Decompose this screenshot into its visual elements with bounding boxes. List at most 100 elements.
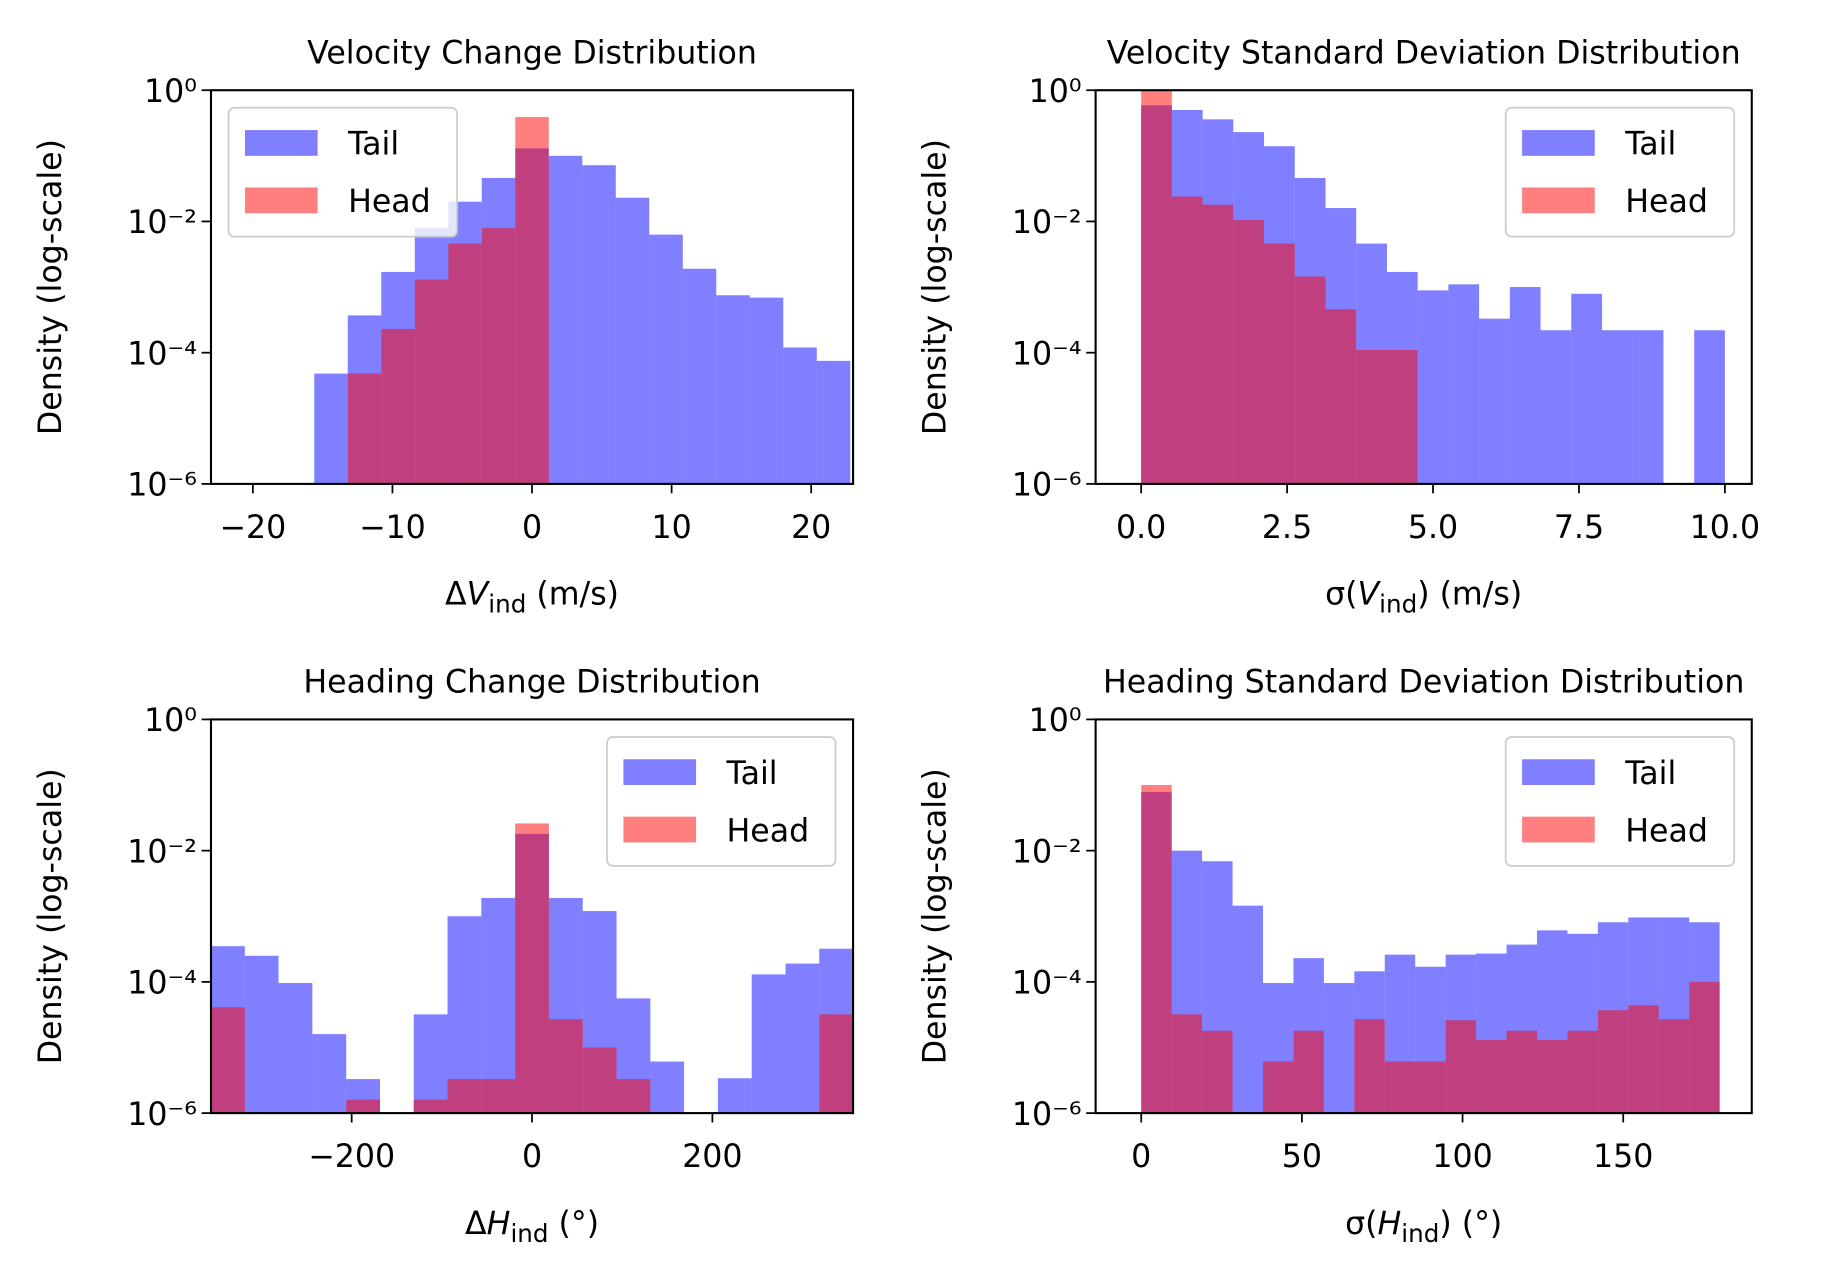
- bar: [1694, 330, 1725, 484]
- x-tick-label: 0: [1131, 1139, 1151, 1175]
- legend-label: Tail: [347, 127, 399, 163]
- y-tick-label: 10⁻⁶: [1012, 1097, 1082, 1133]
- bar: [1448, 284, 1480, 484]
- x-tick-label: 50: [1282, 1139, 1322, 1175]
- x-axis-label-part: ind: [1379, 589, 1417, 618]
- bar: [447, 1079, 482, 1114]
- bar: [650, 1061, 685, 1114]
- y-tick-label: 10⁻⁴: [127, 336, 197, 372]
- y-tick-label: 10⁰: [144, 74, 197, 110]
- bar: [616, 1079, 651, 1114]
- bar: [1506, 1030, 1537, 1114]
- bar: [751, 974, 786, 1114]
- legend-swatch: [623, 816, 697, 843]
- bar: [1171, 1014, 1203, 1114]
- bar: [1356, 349, 1387, 484]
- subplot: −20 −10 0 10 20 10⁻⁶ 10⁻⁴ 10⁻² 10⁰ Velocity Chang…: [33, 35, 855, 618]
- x-tick-label: 10: [651, 510, 691, 546]
- bar: [1567, 1030, 1598, 1114]
- x-axis-label-part: V: [1358, 577, 1382, 613]
- subplot: −200 0 200 10⁻⁶ 10⁻⁴ 10⁻² 10⁰ Heading Change Di…: [33, 664, 855, 1247]
- y-axis-label: Density (log-scale): [33, 768, 69, 1064]
- y-axis-label: Density (log-scale): [33, 139, 69, 435]
- legend-swatch: [1522, 816, 1595, 843]
- bar: [1354, 1019, 1385, 1114]
- x-axis-label-part: ) (°): [1439, 1206, 1502, 1242]
- x-tick-label: 0.0: [1116, 510, 1166, 546]
- bar: [244, 955, 279, 1114]
- subplot: 0.0 2.5 5.0 7.5 10.0 10⁻⁶ 10⁻⁴ 10⁻² 10⁰ Velocity …: [918, 35, 1760, 618]
- bar: [515, 823, 549, 1114]
- x-axis-label-part: Δ: [465, 1206, 487, 1242]
- x-axis-label-part: ind: [1401, 1218, 1439, 1247]
- legend-label: Tail: [1624, 127, 1676, 163]
- bar: [1571, 293, 1603, 484]
- bar: [819, 1014, 854, 1114]
- bar: [682, 268, 717, 484]
- bar: [1202, 204, 1234, 484]
- x-tick-label: 0: [522, 510, 542, 546]
- bar: [448, 243, 482, 484]
- bar: [314, 373, 348, 484]
- subplot-title: Velocity Standard Deviation Distribution: [1107, 35, 1741, 71]
- legend-label: Head: [1625, 184, 1708, 220]
- bar: [717, 1078, 752, 1114]
- y-tick-label: 10⁻²: [127, 834, 197, 870]
- y-tick-label: 10⁻⁴: [1012, 966, 1082, 1002]
- bar: [1233, 220, 1265, 484]
- bar: [582, 165, 616, 484]
- legend-label: Head: [1625, 813, 1708, 849]
- bar: [346, 1099, 380, 1114]
- x-axis-label-part: σ(: [1325, 577, 1357, 613]
- y-tick-label: 10⁻⁶: [127, 468, 197, 504]
- legend-label: Head: [348, 184, 431, 220]
- x-axis-label: σ(Hind) (°): [1345, 1206, 1502, 1248]
- legend-label: Tail: [1624, 756, 1676, 792]
- bar: [816, 360, 851, 484]
- bar: [1479, 318, 1510, 484]
- bar: [649, 234, 683, 484]
- bar: [1689, 981, 1720, 1114]
- bar: [548, 1019, 583, 1114]
- bar: [1632, 330, 1664, 484]
- bar: [1294, 276, 1326, 484]
- legend-swatch: [1522, 130, 1595, 156]
- bar: [1658, 1019, 1690, 1114]
- legend-swatch: [244, 187, 318, 214]
- x-tick-label: −20: [219, 510, 286, 546]
- x-axis-label-part: ind: [510, 1218, 548, 1247]
- bar: [783, 347, 817, 484]
- bar: [1202, 1030, 1233, 1114]
- bar: [1263, 1061, 1294, 1114]
- legend: Tail Head: [227, 106, 458, 238]
- x-axis-label-part: ind: [488, 589, 526, 618]
- bar: [1171, 196, 1203, 484]
- bar: [347, 373, 382, 484]
- bar: [515, 117, 549, 484]
- x-tick-label: −200: [308, 1139, 395, 1175]
- bar: [1264, 243, 1295, 484]
- x-tick-label: 200: [682, 1139, 742, 1175]
- legend-label: Head: [727, 813, 810, 849]
- bar: [1476, 1040, 1507, 1114]
- axes-frame: [1094, 718, 1753, 1115]
- legend-swatch: [623, 759, 697, 786]
- bar: [1602, 330, 1633, 484]
- y-tick-label: 10⁻²: [1012, 834, 1082, 870]
- bar: [481, 897, 516, 1114]
- bar: [1323, 983, 1355, 1114]
- x-axis-label-part: Δ: [445, 577, 467, 613]
- bar: [1536, 1040, 1568, 1114]
- axes-frame: [209, 718, 855, 1115]
- bar: [481, 1079, 516, 1114]
- y-tick-label: 10⁻⁶: [1012, 468, 1082, 504]
- axes-frame: [1094, 89, 1753, 485]
- bar: [1293, 1030, 1324, 1114]
- subplot-title: Heading Change Distribution: [303, 664, 760, 700]
- y-tick-label: 10⁻⁴: [1012, 336, 1082, 372]
- x-axis-label-part: H: [487, 1206, 511, 1242]
- bar: [615, 197, 650, 484]
- bar: [1141, 785, 1172, 1114]
- y-tick-label: 10⁻²: [127, 205, 197, 241]
- x-tick-label: 7.5: [1554, 510, 1604, 546]
